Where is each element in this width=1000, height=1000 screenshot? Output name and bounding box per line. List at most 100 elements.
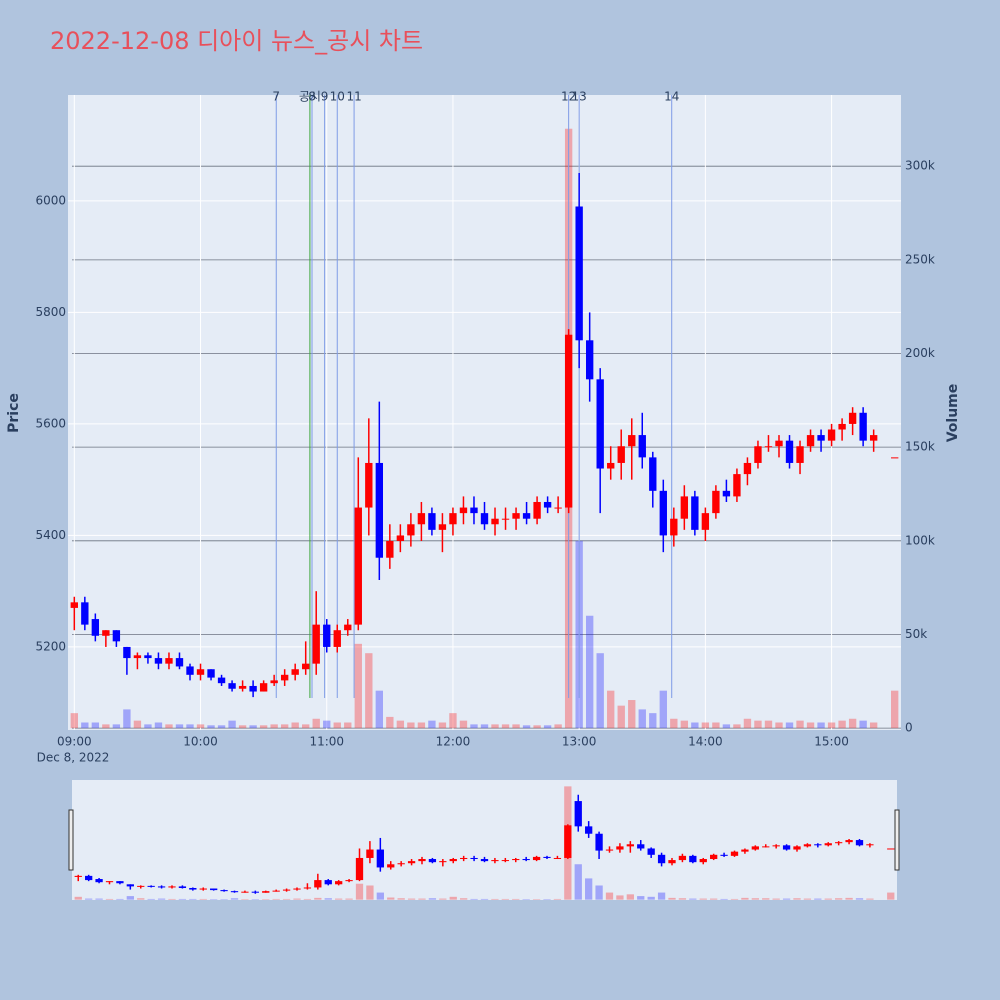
slider-volume-bar: [293, 898, 301, 900]
candle-body: [186, 666, 194, 675]
slider-volume-bar: [157, 898, 166, 900]
volume-bar: [249, 725, 257, 729]
candle-body: [762, 846, 770, 848]
candle-body: [743, 462, 752, 475]
candle-body: [133, 655, 142, 659]
x-tick-label: 15:00: [814, 735, 849, 749]
candle-body: [282, 889, 291, 891]
candle-body: [178, 886, 187, 888]
candle-body: [199, 888, 207, 890]
candle-body: [91, 619, 100, 636]
slider-volume-bar: [512, 898, 520, 900]
candle-body: [428, 859, 437, 863]
candle-body: [689, 855, 697, 863]
range-slider[interactable]: [72, 780, 897, 900]
candle-body: [574, 801, 582, 827]
range-handle[interactable]: [68, 809, 74, 871]
volume-bar: [375, 690, 384, 729]
candle-body: [772, 845, 780, 847]
slider-volume-bar: [762, 898, 770, 900]
y2-tick-label: 150k: [905, 440, 935, 454]
volume-bar: [817, 722, 825, 729]
candle-body: [722, 490, 731, 497]
slider-volume-bar: [626, 894, 634, 900]
slider-volume-bar: [741, 897, 749, 900]
candle-body: [628, 435, 636, 447]
candle-body: [803, 844, 812, 847]
candle-body: [280, 674, 289, 681]
slider-volume-bar: [439, 898, 447, 900]
slider-volume-bar: [126, 896, 134, 900]
slider-volume-bar: [772, 898, 780, 900]
volume-bar: [596, 653, 604, 729]
volume-bar: [585, 615, 594, 729]
candle-body: [616, 846, 624, 850]
candle-body: [887, 848, 895, 850]
volume-bar: [312, 718, 320, 729]
candle-body: [638, 435, 646, 458]
candle-body: [249, 685, 257, 692]
candle-body: [699, 859, 707, 863]
candle-body: [596, 379, 604, 469]
volume-bar: [649, 713, 657, 729]
candle-body: [859, 412, 867, 441]
candle-body: [649, 457, 657, 491]
volume-bar: [270, 724, 278, 729]
slider-volume-bar: [501, 898, 509, 900]
candle-body: [262, 891, 270, 893]
candle-body: [365, 462, 373, 508]
candle-body: [855, 840, 864, 846]
slider-volume-bar: [345, 898, 353, 900]
candle-body: [312, 624, 320, 664]
volume-bar: [91, 722, 100, 729]
candle-body: [595, 833, 603, 851]
volume-bar: [891, 690, 899, 729]
candle-body: [626, 844, 634, 847]
candle-body: [366, 849, 374, 858]
candle-body: [157, 886, 166, 888]
candle-body: [417, 513, 426, 525]
y2-tick-label: 200k: [905, 346, 935, 360]
y-tick-label: 5800: [35, 305, 66, 319]
slider-volume-bar: [116, 898, 124, 900]
volume-bar: [165, 724, 173, 729]
volume-bar: [417, 722, 426, 729]
candle-body: [70, 602, 78, 608]
candle-body: [553, 857, 562, 859]
candle-body: [775, 440, 783, 447]
y2-tick-label: 250k: [905, 252, 935, 266]
x-tick-label: 14:00: [688, 735, 723, 749]
candle-body: [564, 334, 573, 508]
range-handle[interactable]: [894, 809, 900, 871]
candle-body: [217, 677, 226, 684]
event-label: 7: [272, 90, 280, 104]
candle-body: [751, 846, 759, 850]
volume-bar: [733, 724, 741, 729]
slider-volume-bar: [376, 892, 384, 900]
candle-body: [207, 669, 215, 678]
slider-volume-bar: [220, 899, 228, 900]
x-tick-label: 12:00: [436, 735, 471, 749]
volume-bar: [470, 724, 478, 729]
candle-body: [533, 501, 541, 519]
slider-volume-bar: [522, 899, 530, 900]
y2-tick-label: 100k: [905, 533, 935, 547]
volume-bar: [102, 724, 110, 729]
x-tick-label: 09:00: [57, 735, 92, 749]
candle-body: [144, 655, 152, 659]
candle-body: [501, 518, 510, 520]
candle-body: [637, 844, 645, 849]
slider-volume-bar: [272, 898, 280, 900]
candle-body: [607, 462, 615, 469]
candle-body: [564, 825, 572, 858]
candle-body: [668, 860, 676, 864]
event-label: 14: [664, 90, 679, 104]
candle-body: [585, 826, 593, 834]
candle-body: [866, 844, 874, 846]
candle-body: [293, 888, 301, 890]
candle-body: [806, 435, 815, 447]
volume-bar: [764, 720, 773, 729]
slider-volume-bar: [657, 892, 666, 900]
y-tick-label: 6000: [35, 193, 66, 207]
